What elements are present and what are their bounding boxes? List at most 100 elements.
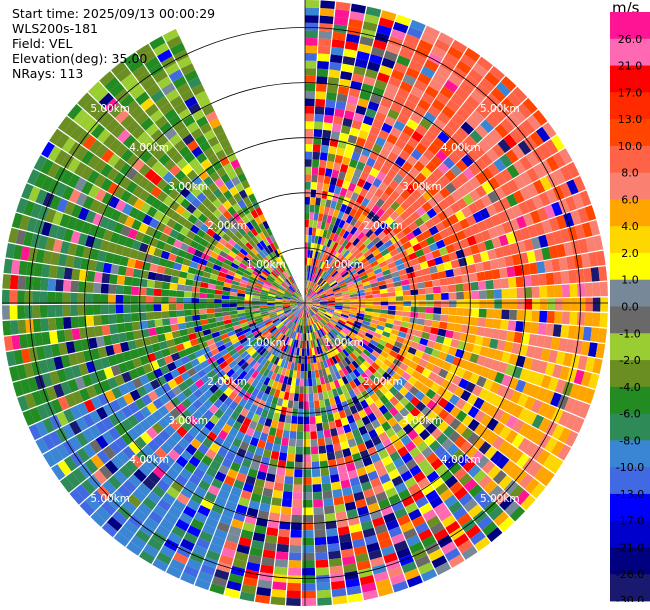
velocity-gate: [15, 229, 27, 245]
colorbar-tick-label: 6.0: [621, 193, 639, 206]
velocity-gate: [207, 256, 217, 264]
velocity-gate: [176, 290, 185, 298]
velocity-gate: [337, 279, 346, 286]
velocity-gate: [183, 565, 200, 578]
velocity-gate: [588, 251, 599, 267]
velocity-gate: [217, 275, 226, 282]
velocity-gate: [330, 46, 344, 56]
velocity-gate: [341, 271, 349, 278]
velocity-gate: [323, 314, 331, 321]
velocity-gate: [191, 186, 202, 198]
velocity-gate: [100, 283, 109, 294]
velocity-gate: [331, 580, 346, 590]
velocity-gate: [390, 573, 406, 586]
velocity-gate: [61, 185, 74, 201]
velocity-gate: [335, 298, 343, 301]
velocity-gate: [539, 286, 548, 298]
velocity-gate: [231, 321, 241, 327]
velocity-gate: [78, 316, 87, 328]
velocity-gate: [489, 381, 501, 394]
velocity-gate: [410, 258, 420, 266]
velocity-gate: [368, 353, 378, 362]
velocity-gate: [267, 293, 276, 297]
velocity-gate: [158, 429, 171, 442]
velocity-gate: [450, 132, 464, 146]
colorbar-swatch: [610, 65, 650, 93]
velocity-gate: [170, 276, 179, 284]
velocity-gate: [166, 361, 177, 372]
velocity-gate: [519, 186, 532, 201]
velocity-gate: [96, 202, 108, 216]
velocity-gate: [57, 253, 68, 267]
velocity-gate: [400, 470, 413, 482]
velocity-gate: [271, 338, 278, 346]
velocity-gate: [577, 207, 589, 224]
velocity-gate: [402, 290, 411, 296]
velocity-gate: [360, 372, 370, 381]
velocity-gate: [394, 138, 407, 150]
ring-label: 2.00km: [363, 376, 403, 388]
velocity-gate: [310, 317, 314, 325]
velocity-gate: [407, 137, 419, 149]
velocity-gate: [305, 166, 312, 175]
velocity-gate: [100, 379, 112, 393]
velocity-gate: [331, 250, 338, 259]
velocity-gate: [169, 164, 181, 177]
velocity-gate: [291, 323, 296, 331]
velocity-gate: [127, 494, 142, 508]
velocity-gate: [214, 379, 225, 389]
velocity-gate: [476, 56, 493, 72]
velocity-gate: [414, 330, 423, 338]
velocity-gate: [182, 340, 192, 350]
colorbar-tick-label: -8.0: [619, 434, 640, 447]
velocity-gate: [162, 171, 175, 184]
velocity-gate: [218, 237, 228, 246]
velocity-gate: [173, 121, 186, 134]
velocity-gate: [367, 502, 380, 513]
velocity-gate: [245, 314, 254, 319]
velocity-gate: [290, 275, 296, 283]
velocity-gate: [380, 297, 389, 302]
velocity-gate: [181, 163, 193, 176]
velocity-gate: [372, 293, 381, 298]
velocity-gate: [276, 467, 286, 476]
velocity-gate: [95, 435, 109, 450]
velocity-gate: [395, 367, 405, 377]
velocity-gate: [242, 522, 255, 533]
colorbar-swatch: [610, 38, 650, 66]
velocity-gate: [186, 246, 197, 255]
velocity-gate: [158, 340, 169, 350]
velocity-gate: [272, 282, 280, 289]
velocity-gate: [29, 407, 42, 423]
velocity-gate: [272, 329, 280, 337]
velocity-gate: [341, 359, 349, 368]
velocity-gate: [252, 485, 264, 496]
velocity-gate: [272, 318, 280, 324]
velocity-gate: [276, 291, 285, 295]
velocity-gate: [545, 272, 555, 285]
velocity-gate: [138, 189, 151, 202]
velocity-gate: [242, 327, 251, 334]
velocity-gate: [136, 449, 149, 463]
velocity-gate: [286, 337, 292, 346]
velocity-gate: [305, 60, 317, 69]
velocity-gate: [274, 303, 283, 305]
velocity-gate: [425, 388, 437, 400]
velocity-gate: [575, 326, 585, 340]
velocity-gate: [32, 318, 42, 333]
velocity-gate: [255, 265, 264, 273]
velocity-gate: [342, 180, 351, 190]
velocity-gate: [424, 319, 433, 327]
velocity-gate: [199, 287, 208, 294]
velocity-gate: [485, 113, 500, 128]
velocity-gate: [432, 404, 444, 416]
velocity-gate: [595, 343, 606, 359]
velocity-gate: [260, 311, 269, 315]
velocity-gate: [302, 340, 305, 349]
velocity-gate: [435, 239, 446, 249]
velocity-gate: [130, 455, 144, 469]
velocity-gate: [211, 535, 226, 548]
velocity-gate: [17, 290, 25, 305]
velocity-gate: [184, 480, 198, 493]
